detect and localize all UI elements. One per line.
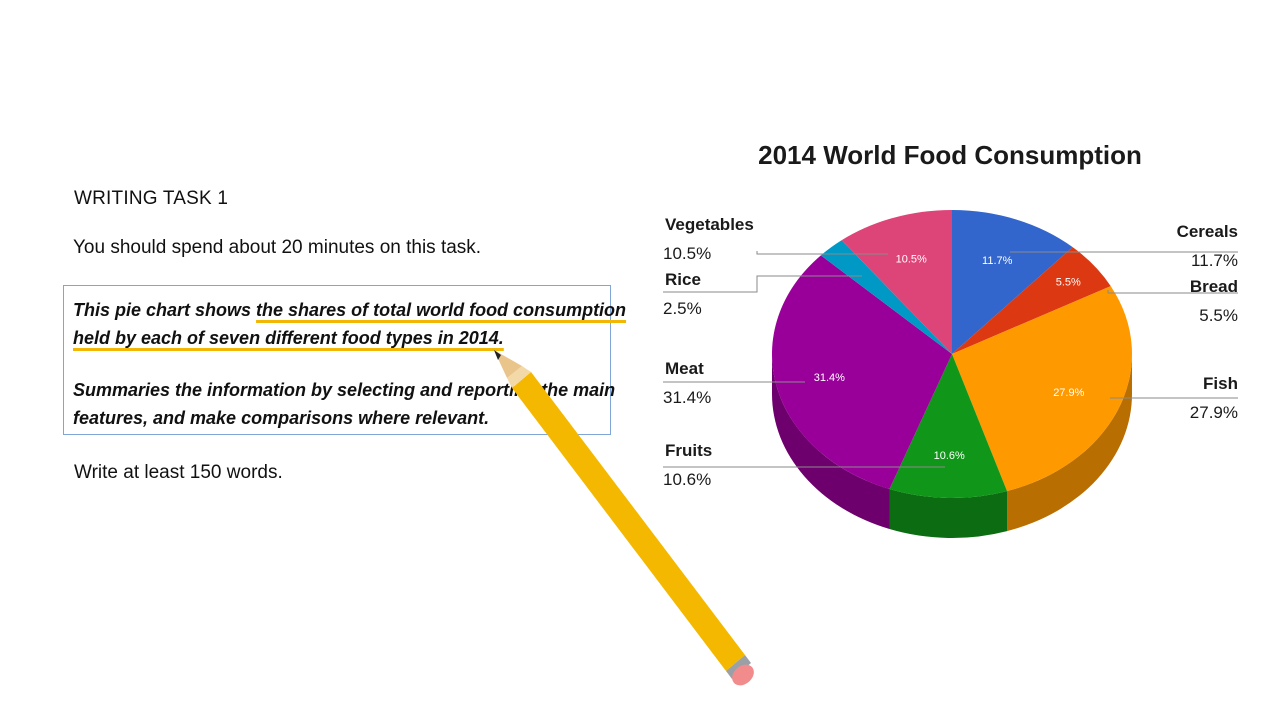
slice-value-label-bread: 5.5% bbox=[1056, 276, 1081, 288]
prompt-box: This pie chart shows the shares of total… bbox=[63, 285, 626, 435]
pie-callouts: Cereals 11.7% Bread 5.5% Fish 27.9% Fruits 10.6… bbox=[663, 215, 1238, 489]
pie-slice-vegetables bbox=[841, 210, 952, 354]
prompt-line-2: held by each of seven different food typ… bbox=[73, 328, 504, 348]
pie-slice-rice bbox=[820, 240, 952, 354]
pencil-wood-tip bbox=[507, 366, 531, 388]
callout-name-vegetables: Vegetables bbox=[665, 215, 754, 234]
callout-line-bread bbox=[1107, 290, 1238, 294]
callout-name-meat: Meat bbox=[665, 359, 704, 378]
callout-value-bread: 5.5% bbox=[1199, 306, 1238, 325]
slice-value-label-vegetables: 10.5% bbox=[896, 254, 927, 266]
slice-value-label-meat: 31.4% bbox=[814, 372, 845, 384]
pencil-icon bbox=[494, 350, 754, 686]
pie-side-fruits bbox=[889, 489, 1008, 538]
callout-line-vegetables bbox=[756, 251, 888, 255]
pie-slice-bread bbox=[952, 247, 1111, 354]
callout-name-fish: Fish bbox=[1203, 374, 1238, 393]
pie-slice-fruits bbox=[889, 354, 1008, 499]
callout-line-rice bbox=[663, 275, 862, 293]
pie-depth bbox=[772, 354, 1132, 538]
callout-name-rice: Rice bbox=[665, 270, 701, 289]
pencil-body bbox=[512, 372, 745, 671]
prompt-line-4: features, and make comparisons where rel… bbox=[73, 408, 490, 428]
callout-value-fish: 27.9% bbox=[1190, 403, 1238, 422]
callout-name-fruits: Fruits bbox=[665, 441, 712, 460]
pie-slice-labels: 11.7% 5.5% 27.9% 10.6% 31.4% 10.5% bbox=[814, 254, 1085, 462]
callout-value-rice: 2.5% bbox=[663, 299, 702, 318]
pie-top bbox=[772, 210, 1133, 499]
slice-value-label-fish: 27.9% bbox=[1053, 387, 1084, 399]
pie-side-meat bbox=[772, 354, 890, 530]
task-heading: WRITING TASK 1 bbox=[74, 188, 229, 209]
word-count-requirement: Write at least 150 words. bbox=[74, 462, 283, 483]
pie-side-fish bbox=[1007, 354, 1132, 532]
callout-name-cereals: Cereals bbox=[1177, 222, 1238, 241]
slice-value-label-fruits: 10.6% bbox=[934, 450, 965, 462]
task-instruction: You should spend about 20 minutes on thi… bbox=[73, 237, 482, 258]
pie-slice-fish bbox=[952, 286, 1133, 492]
pencil-lead bbox=[494, 350, 501, 360]
callout-value-vegetables: 10.5% bbox=[663, 244, 711, 263]
prompt-line-1-start: This pie chart shows bbox=[73, 300, 257, 320]
prompt-line-3: Summaries the information by selecting a… bbox=[73, 380, 616, 400]
chart-title: 2014 World Food Consumption bbox=[758, 140, 1142, 170]
prompt-line-1: This pie chart shows the shares of total… bbox=[73, 300, 626, 321]
callout-value-meat: 31.4% bbox=[663, 388, 711, 407]
slice-value-label-cereals: 11.7% bbox=[982, 255, 1013, 267]
pie-slice-meat bbox=[772, 255, 952, 490]
pencil-cone bbox=[494, 350, 522, 378]
pencil-eraser bbox=[732, 664, 754, 686]
callout-name-bread: Bread bbox=[1190, 277, 1238, 296]
pencil-ferrule bbox=[726, 655, 751, 679]
callout-value-cereals: 11.7% bbox=[1191, 251, 1238, 270]
prompt-highlight: the shares of total world food consumpti… bbox=[256, 300, 627, 320]
callout-value-fruits: 10.6% bbox=[663, 470, 711, 489]
pie-slice-cereals bbox=[952, 210, 1073, 354]
